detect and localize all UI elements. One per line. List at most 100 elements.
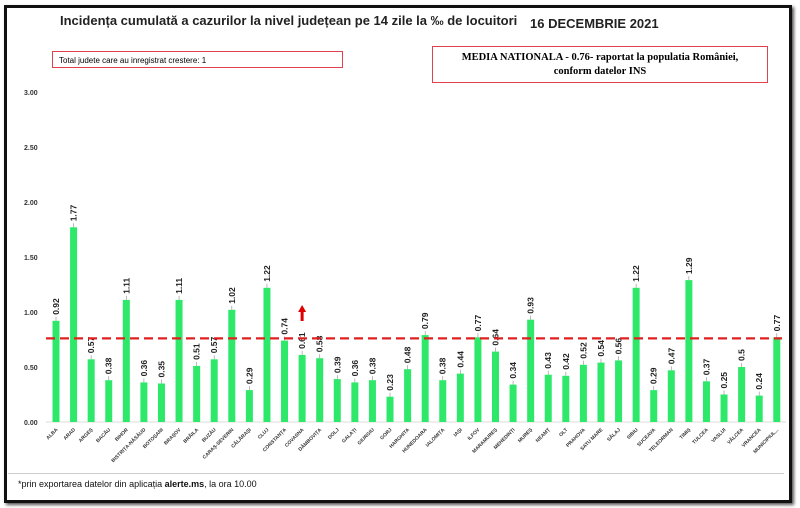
x-tick-label: ALBA	[45, 427, 59, 441]
bar	[87, 359, 95, 422]
footer-suffix: , la ora 10.00	[204, 479, 257, 489]
data-label: 0.74	[280, 318, 290, 335]
data-label: 0.61	[297, 332, 307, 349]
chart-frame	[4, 5, 792, 503]
data-label: 0.51	[192, 343, 202, 360]
bar	[316, 358, 324, 422]
footer-note: *prin exportarea datelor din aplicația a…	[18, 479, 257, 489]
bar	[298, 354, 306, 422]
x-tick-label: GORJ	[379, 427, 393, 441]
bar	[474, 337, 482, 422]
bar	[386, 396, 394, 422]
y-tick-label: 0.50	[24, 365, 38, 372]
bar	[650, 390, 658, 422]
bar	[263, 287, 271, 422]
bar	[509, 384, 517, 422]
bar	[632, 287, 640, 422]
x-tick-label: IAȘI	[453, 427, 465, 439]
x-tick-label: BIHOR	[114, 427, 130, 443]
national-average-line2: conform datelor INS	[553, 66, 647, 77]
x-tick-label: BUZĂU	[200, 426, 218, 444]
x-tick-label: BACĂU	[94, 426, 112, 444]
data-label: 0.38	[367, 357, 377, 374]
bar	[439, 380, 447, 422]
bar	[720, 394, 728, 422]
bar	[738, 367, 746, 422]
data-label: 0.24	[754, 373, 764, 390]
x-tick-label: MUREȘ	[517, 427, 534, 444]
bar	[527, 319, 535, 422]
bar	[667, 370, 675, 422]
data-label: 0.38	[104, 357, 114, 374]
bar	[333, 379, 341, 422]
national-average-box: MEDIA NATIONALA - 0.76- raportat la popu…	[432, 46, 768, 83]
bar	[228, 309, 236, 422]
y-tick-label: 3.00	[24, 90, 38, 97]
data-label: 0.29	[649, 367, 659, 384]
y-tick-label: 2.00	[24, 200, 38, 207]
data-label: 0.47	[666, 347, 676, 364]
x-tick-label: CLUJ	[257, 427, 271, 441]
data-label: 0.38	[438, 357, 448, 374]
data-label: 0.57	[209, 336, 219, 353]
data-label: 0.54	[596, 340, 606, 357]
x-tick-label: ILFOV	[467, 427, 482, 442]
y-tick-label: 1.50	[24, 255, 38, 262]
x-tick-label: TIMIȘ	[679, 427, 693, 441]
x-tick-label: OLT	[558, 427, 569, 438]
data-label: 1.11	[121, 278, 131, 294]
bar	[615, 360, 623, 422]
footer-prefix: *prin exportarea datelor din aplicația	[18, 479, 165, 489]
data-label: 1.22	[631, 265, 641, 282]
data-label: 0.36	[139, 360, 149, 377]
x-tick-label: SĂLAJ	[605, 426, 622, 443]
data-label: 0.64	[491, 329, 501, 346]
data-label: 0.77	[772, 314, 782, 331]
data-label: 0.44	[455, 351, 465, 368]
bar	[702, 381, 710, 422]
x-tick-label: IALOMIȚA	[425, 427, 447, 449]
data-label: 0.34	[508, 362, 518, 379]
x-tick-label: NEAMȚ	[535, 427, 552, 444]
bar	[210, 359, 218, 422]
bar	[351, 382, 359, 422]
data-label: 0.57	[86, 336, 96, 353]
data-label: 0.48	[403, 346, 413, 363]
data-label: 1.02	[227, 287, 237, 304]
data-label: 0.39	[332, 356, 342, 373]
data-label: 0.58	[315, 335, 325, 352]
data-label: 0.35	[156, 361, 166, 378]
footer-app: alerte.ms	[164, 479, 205, 489]
bar	[597, 362, 605, 422]
data-label: 0.36	[350, 360, 360, 377]
data-label: 0.25	[719, 372, 729, 389]
footer-divider	[8, 473, 784, 474]
y-tick-label: 1.00	[24, 310, 38, 317]
data-label: 0.79	[420, 312, 430, 329]
x-tick-label: DOLJ	[327, 427, 341, 441]
chart-date: 16 DECEMBRIE 2021	[530, 16, 659, 31]
data-label: 1.22	[262, 265, 272, 282]
bar	[685, 280, 693, 422]
x-tick-label: BRAȘOV	[163, 427, 183, 447]
data-label: 1.29	[684, 257, 694, 274]
x-tick-label: SIBIU	[626, 427, 640, 441]
bar	[404, 369, 412, 422]
data-label: 0.42	[561, 353, 571, 370]
data-label: 0.23	[385, 374, 395, 391]
bar	[773, 337, 781, 422]
x-tick-label: BRĂILA	[182, 426, 201, 445]
national-average-line1: MEDIA NATIONALA - 0.76- raportat la popu…	[461, 52, 739, 63]
bar	[140, 382, 148, 422]
data-label: 1.77	[69, 204, 79, 221]
bar	[193, 365, 201, 422]
bar	[492, 351, 499, 422]
x-tick-label: ARGEȘ	[78, 427, 95, 444]
bar	[421, 335, 429, 422]
data-label: 0.37	[701, 358, 711, 375]
y-tick-label: 2.50	[24, 145, 38, 152]
bar	[368, 380, 376, 422]
data-label: 1.11	[174, 278, 184, 294]
bar	[544, 374, 552, 422]
